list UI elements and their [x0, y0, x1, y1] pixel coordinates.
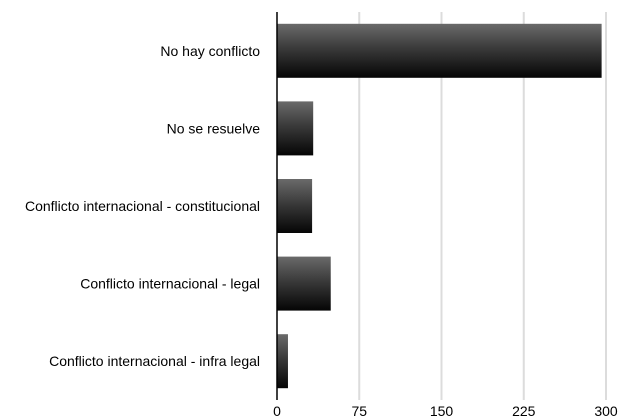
category-label: No hay conflicto — [160, 43, 260, 59]
bar — [277, 256, 331, 311]
category-label: Conflicto internacional - infra legal — [49, 353, 260, 369]
bar — [277, 101, 314, 156]
x-tick-label: 0 — [273, 403, 281, 419]
bar — [277, 179, 313, 233]
x-axis-ticks: 0 75 150 225 300 — [273, 403, 618, 419]
bar — [277, 23, 602, 78]
bar — [277, 334, 288, 389]
x-tick-label: 300 — [594, 403, 618, 419]
bars — [277, 23, 602, 389]
category-label: No se resuelve — [167, 120, 261, 136]
x-tick-label: 225 — [512, 403, 536, 419]
category-label: Conflicto internacional - legal — [80, 276, 260, 292]
category-labels: No hay conflicto No se resuelve Conflicto … — [25, 43, 260, 369]
category-label: Conflicto internacional - constitucional — [25, 198, 260, 214]
x-tick-label: 150 — [430, 403, 454, 419]
x-tick-label: 75 — [351, 403, 367, 419]
